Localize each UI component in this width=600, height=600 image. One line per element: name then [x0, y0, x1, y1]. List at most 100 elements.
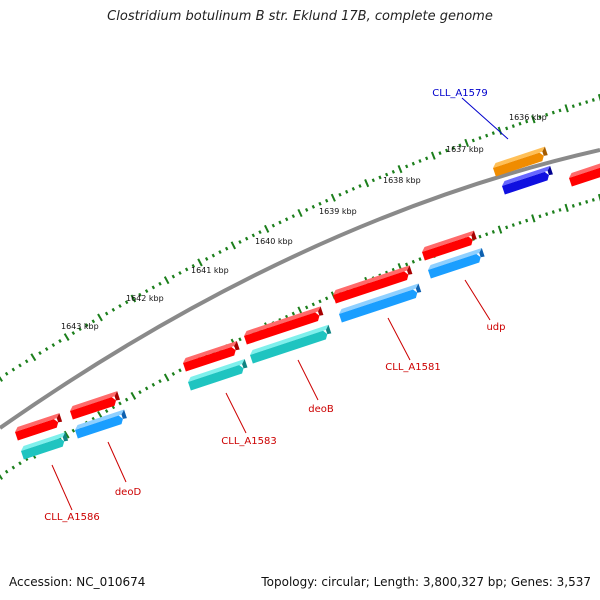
inner-scale-tick [538, 214, 542, 219]
outer-scale-tick [4, 371, 9, 376]
inner-scale-tick [591, 198, 595, 202]
outer-scale-tick [471, 138, 475, 143]
outer-scale-tick [597, 93, 600, 102]
outer-scale-tick [364, 179, 370, 188]
gene-cyan-cll-a1583 [188, 359, 248, 391]
outer-scale-tick [78, 327, 82, 332]
topology-text: Topology: circular; Length: 3,800,327 bp… [261, 575, 591, 589]
outer-scale-tick [531, 115, 536, 124]
leader-line-udp [464, 279, 491, 321]
inner-scale-tick [491, 230, 495, 234]
outer-scale-tick [130, 294, 137, 303]
inner-scale-tick [505, 225, 509, 230]
outer-scale-tick [30, 353, 37, 362]
outer-scale-tick [485, 133, 489, 138]
accession-text: Accession: NC_010674 [9, 575, 146, 589]
outer-scale-tick [211, 253, 216, 258]
inner-scale-tick [571, 204, 575, 208]
outer-scale-tick [571, 104, 575, 109]
outer-scale-tick [44, 347, 49, 351]
inner-scale-tick [171, 371, 176, 376]
outer-scale-tick [118, 304, 122, 308]
leader-line-cll-a1583 [225, 392, 247, 434]
gene-red-3 [244, 306, 324, 345]
inner-scale-tick [138, 390, 142, 395]
inner-scale-tick [311, 302, 315, 307]
outer-scale-tick [291, 214, 296, 219]
outer-scale-tick [278, 220, 282, 225]
inner-scale-tick [111, 405, 116, 410]
inner-scale-tick [485, 232, 489, 237]
kbp-label-1639: 1639 kbp [319, 207, 357, 216]
kbp-label-1638: 1638 kbp [383, 176, 421, 185]
inner-scale-tick [597, 193, 600, 202]
inner-scale-tick [4, 469, 9, 474]
kbp-label-1641: 1641 kbp [191, 266, 229, 275]
inner-scale-tick [405, 262, 409, 267]
leader-line-deod [107, 441, 127, 483]
outer-tick-scale [0, 93, 600, 382]
inner-scale-tick [158, 379, 162, 384]
inner-scale-tick [418, 257, 422, 262]
outer-scale-tick [525, 119, 529, 124]
outer-scale-tick [451, 146, 455, 150]
inner-scale-tick [291, 311, 296, 316]
outer-scale-tick [18, 363, 22, 368]
outer-scale-tick [24, 359, 29, 364]
outer-scale-tick [430, 151, 436, 160]
outer-scale-tick [224, 246, 229, 251]
gene-blue-cll-a1581 [339, 283, 422, 323]
gene-leader-lines [51, 97, 509, 511]
outer-scale-tick [251, 233, 256, 238]
outer-scale-tick [0, 376, 3, 382]
inner-scale-tick [578, 202, 582, 206]
inner-scale-tick [0, 474, 3, 480]
outer-scale-tick [11, 367, 16, 372]
outer-scale-tick [97, 313, 103, 322]
inner-scale-tick [511, 223, 515, 227]
outer-scale-tick [538, 115, 542, 119]
outer-scale-tick [438, 151, 442, 156]
gene-label-cll-a1581: CLL_A1581 [385, 362, 440, 373]
outer-scale-tick [551, 110, 555, 115]
outer-scale-tick [184, 267, 189, 272]
outer-scale-tick [418, 159, 422, 163]
outer-scale-tick [264, 224, 270, 233]
gene-label-cll-a1586: CLL_A1586 [44, 512, 99, 523]
outer-scale-tick [591, 98, 595, 102]
inner-scale-tick [71, 428, 76, 433]
gene-red-2 [333, 265, 413, 304]
gene-features [15, 146, 600, 460]
outer-scale-tick [163, 276, 170, 285]
inner-scale-tick [531, 214, 536, 223]
outer-scale-tick [330, 193, 336, 202]
gene-labels: CLL_A1579 udp CLL_A1581 deoB CLL_A1583 d… [44, 88, 505, 523]
inner-scale-tick [585, 200, 589, 204]
outer-scale-tick [505, 126, 509, 131]
outer-scale-tick [371, 178, 375, 183]
inner-scale-tick [151, 382, 156, 387]
inner-scale-tick [525, 218, 529, 223]
gene-label-deob: deoB [308, 404, 334, 415]
outer-scale-tick [218, 250, 222, 255]
genome-backbone [0, 148, 600, 430]
inner-scale-tick [518, 220, 522, 225]
outer-scale-tick [204, 257, 209, 261]
outer-scale-tick [244, 236, 249, 241]
kbp-label-1643: 1643 kbp [61, 322, 99, 331]
outer-scale-tick [191, 264, 196, 268]
inner-scale-tick [558, 208, 562, 212]
kbp-label-1637: 1637 kbp [446, 145, 484, 154]
outer-scale-tick [84, 323, 89, 328]
leader-line-cll-a1579 [461, 97, 509, 140]
outer-scale-tick [178, 271, 182, 275]
gene-label-cll-a1583: CLL_A1583 [221, 436, 276, 447]
inner-scale-tick [178, 368, 182, 373]
gene-blue-deod [75, 409, 127, 439]
inner-scale-tick [497, 225, 503, 234]
outer-scale-tick [391, 169, 395, 174]
outer-scale-tick [564, 104, 569, 113]
outer-scale-tick [478, 136, 482, 140]
inner-scale-tick [104, 409, 109, 414]
